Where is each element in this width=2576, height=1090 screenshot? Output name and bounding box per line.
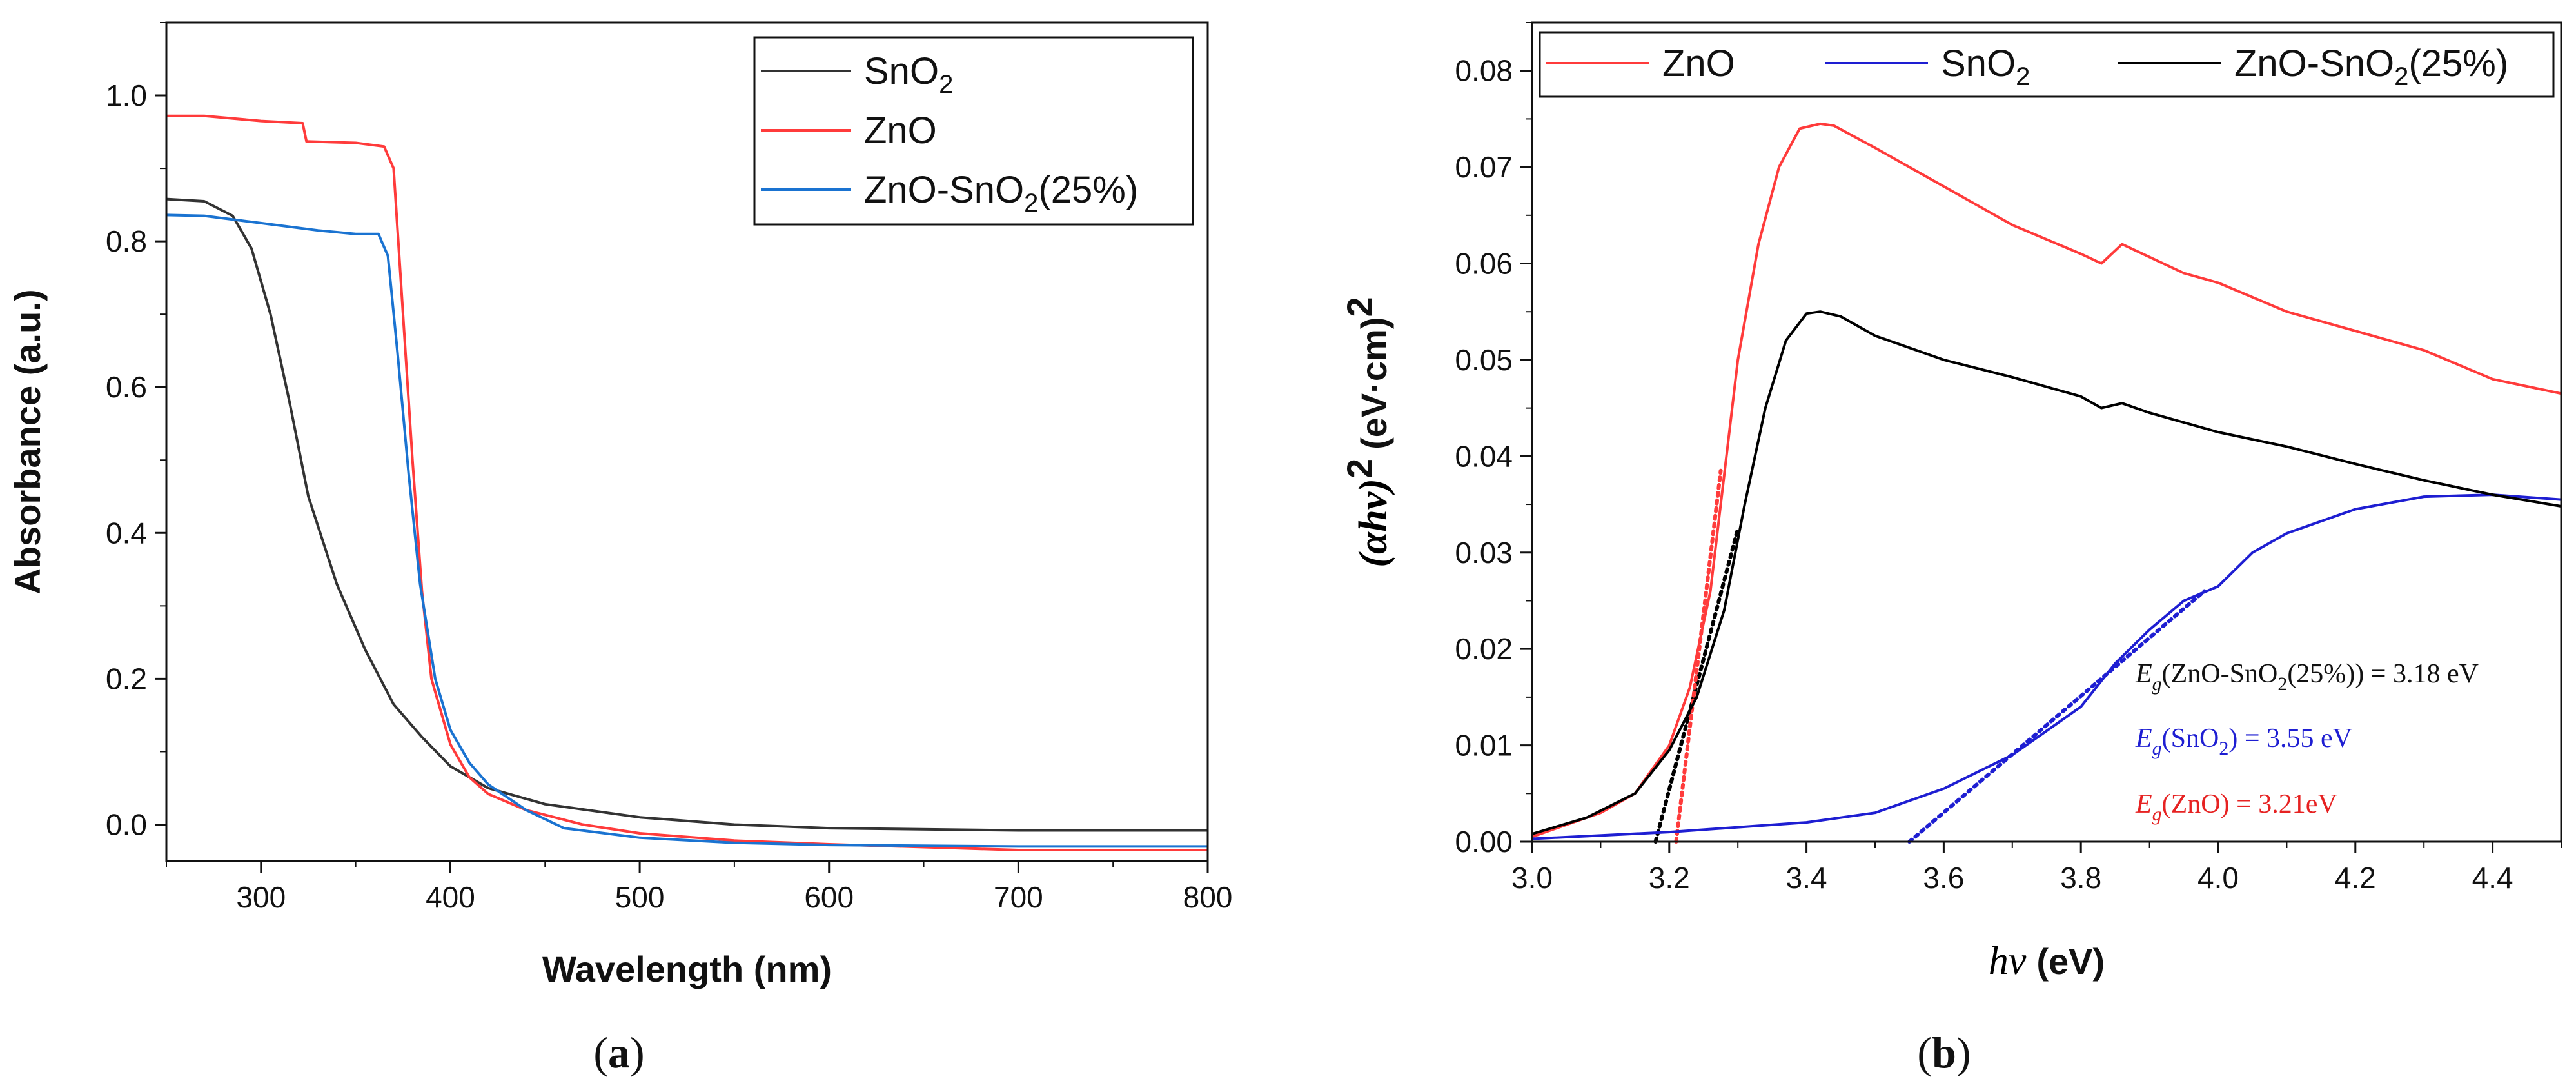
panel-b-x-tick-label: 3.0 xyxy=(1511,861,1553,895)
panel-b-legend-label: ZnO xyxy=(1662,43,1735,84)
panel-b-series-line-1 xyxy=(1531,493,2562,840)
panel-b-series xyxy=(1531,122,2562,840)
panel-a-plot-frame xyxy=(165,21,1209,862)
panel-a-series-line-2 xyxy=(166,213,1208,848)
panel-b-y-tick-label: 0.03 xyxy=(1455,536,1513,570)
panel-a-chart: 300 400 500 600 700 800 0.0 0.2 0.4 0.6 0.8 1.0 SnO… xyxy=(7,21,1233,1077)
panel-b-ticks: 3.0 3.2 3.4 3.6 3.8 4.0 4.2 4.4 0.00 0.01 0.02 0.03… xyxy=(1455,22,2562,895)
panel-b-y-tick-label: 0.02 xyxy=(1455,632,1513,666)
panel-a-x-tick-label: 400 xyxy=(426,880,475,914)
panel-b-fit-line-1 xyxy=(1674,468,1723,844)
panel-b-y-tick-label: 0.04 xyxy=(1455,439,1513,473)
panel-a-y-tick-label: 0.0 xyxy=(106,808,147,841)
panel-b-y-tick-label: 0.00 xyxy=(1455,825,1513,858)
panel-b-fit-line-2 xyxy=(1907,589,2207,844)
panel-a-y-tick-label: 1.0 xyxy=(106,79,147,112)
panel-b-bandgap-annotation: Eg(ZnO) = 3.21eV xyxy=(2135,789,2337,825)
panel-a-x-tick-label: 500 xyxy=(615,880,665,914)
panel-b-x-tick-label: 4.4 xyxy=(2472,861,2513,895)
panel-b-x-unit: (eV) xyxy=(2036,941,2105,982)
panel-a-y-tick-label: 0.8 xyxy=(106,224,147,258)
panel-a-legend-label: ZnO xyxy=(864,110,937,152)
panel-b-annotations: Eg(ZnO-SnO2(25%)) = 3.18 eV Eg(SnO2) = 3.… xyxy=(2135,659,2479,825)
panel-a-legend-label: SnO2 xyxy=(864,50,953,99)
panel-b-y-unit: (eV·cm) xyxy=(1353,317,1394,450)
panel-b-x-tick-label: 3.2 xyxy=(1649,861,1690,895)
panel-b-x-tick-label: 3.4 xyxy=(1786,861,1827,895)
panel-a-x-tick-label: 700 xyxy=(994,880,1043,914)
panel-a-label: (a) xyxy=(593,1028,644,1077)
panel-b-bandgap-annotation: Eg(SnO2) = 3.55 eV xyxy=(2135,724,2352,759)
panel-a-y-tick-label: 0.4 xyxy=(106,516,147,550)
panel-b-y-tick-label: 0.08 xyxy=(1455,54,1513,88)
panel-a-x-axis-title: Wavelength (nm) xyxy=(542,949,832,989)
panel-a-y-tick-label: 0.2 xyxy=(106,662,147,695)
panel-a-y-axis-title: Absorbance (a.u.) xyxy=(7,290,48,595)
panel-b-legend-box xyxy=(1539,31,2555,98)
panel-a-y-tick-label: 0.6 xyxy=(106,370,147,404)
panel-b-y-tick-label: 0.01 xyxy=(1455,729,1513,762)
panel-b-bandgap-annotation: Eg(ZnO-SnO2(25%)) = 3.18 eV xyxy=(2135,659,2479,695)
panel-b-y-tick-label: 0.07 xyxy=(1455,150,1513,184)
panel-b-y-power: 2 xyxy=(1339,459,1380,479)
panel-b-x-symbol: hν xyxy=(1989,939,2027,983)
panel-a-ticks: 300 400 500 600 700 800 0.0 0.2 0.4 0.6 0.8 1.0 xyxy=(106,22,1233,914)
panel-b-y-unit-power: 2 xyxy=(1339,297,1380,317)
panel-b-series-line-0 xyxy=(1531,122,2562,838)
panel-a-series-line-1 xyxy=(166,114,1208,851)
panel-b-label: (b) xyxy=(1917,1028,1971,1077)
panel-b-y-tick-label: 0.06 xyxy=(1455,247,1513,281)
panel-b-legend-label: ZnO-SnO2(25%) xyxy=(2234,43,2508,91)
panel-b-y-symbol: (αhν) xyxy=(1352,479,1395,568)
panel-b-plot-frame xyxy=(1531,21,2562,843)
panel-b-series-line-2 xyxy=(1531,310,2562,835)
panel-a-legend-label: ZnO-SnO2(25%) xyxy=(864,169,1138,217)
panel-b-x-tick-label: 4.2 xyxy=(2335,861,2376,895)
panel-b-legend-label: SnO2 xyxy=(1941,43,2030,91)
panel-b-legend: ZnO SnO2 ZnO-SnO2(25%) xyxy=(1539,31,2555,98)
panel-a-x-tick-label: 800 xyxy=(1183,880,1233,914)
panel-b-letter: b xyxy=(1932,1028,1956,1077)
panel-a-x-tick-label: 300 xyxy=(236,880,286,914)
panel-b-fit-lines xyxy=(1653,468,2207,844)
panel-b-y-tick-label: 0.05 xyxy=(1455,343,1513,377)
panel-b-x-tick-label: 4.0 xyxy=(2197,861,2239,895)
panel-a-series xyxy=(166,114,1208,851)
panel-b-x-axis-title: hν (eV) xyxy=(1989,939,2105,983)
panel-a-x-tick-label: 600 xyxy=(804,880,854,914)
panel-a-letter: a xyxy=(608,1028,630,1077)
panel-a-series-line-0 xyxy=(166,197,1208,832)
panel-b-x-tick-label: 3.8 xyxy=(2060,861,2101,895)
panel-b-y-axis-title: (αhν)2(eV·cm)2 xyxy=(1339,297,1395,567)
panel-b-x-tick-label: 3.6 xyxy=(1923,861,1964,895)
panel-b-chart: 3.0 3.2 3.4 3.6 3.8 4.0 4.2 4.4 0.00 0.01 0.02 0.03… xyxy=(1339,21,2562,1077)
panel-a-legend: SnO2 ZnO ZnO-SnO2(25%) xyxy=(753,36,1194,226)
